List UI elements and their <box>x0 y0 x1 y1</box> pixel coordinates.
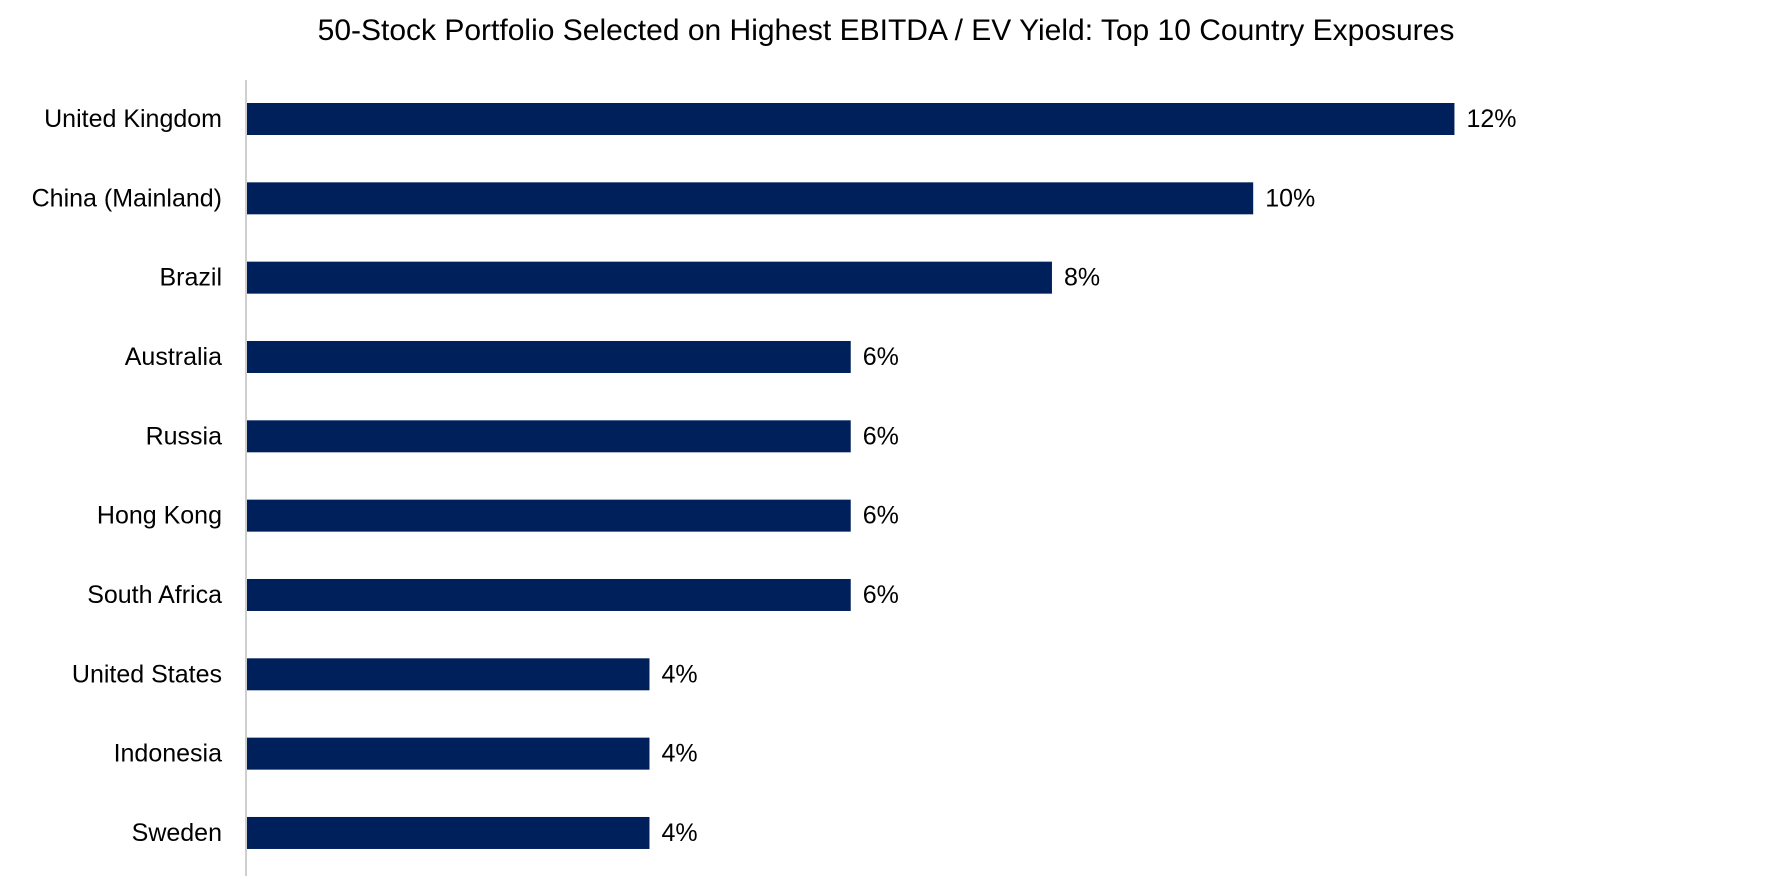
bar <box>247 816 650 849</box>
category-labels-group: United Kingdom China (Mainland) Brazil Aust… <box>32 105 222 847</box>
value-labels-group: 12% 10% 8% 6% 6% 6% 6% 4% 4% 4% <box>661 105 1516 847</box>
category-label: Hong Kong <box>97 502 222 530</box>
bars-group <box>247 103 1455 849</box>
bar <box>247 261 1052 294</box>
category-label: Australia <box>125 343 222 371</box>
bar <box>247 578 851 611</box>
category-label: Russia <box>146 422 223 450</box>
value-label: 6% <box>863 581 899 609</box>
value-label: 12% <box>1466 105 1516 133</box>
value-label: 10% <box>1265 184 1315 212</box>
value-label: 8% <box>1064 264 1100 292</box>
value-label: 4% <box>661 740 697 768</box>
bar <box>247 499 851 532</box>
bar <box>247 340 851 373</box>
category-label: Brazil <box>159 264 222 292</box>
chart-title: 50-Stock Portfolio Selected on Highest E… <box>317 14 1455 47</box>
bar <box>247 737 650 770</box>
bar <box>247 658 650 691</box>
bar <box>247 182 1254 215</box>
bar <box>247 103 1455 135</box>
value-label: 6% <box>863 502 899 530</box>
value-label: 6% <box>863 422 899 450</box>
value-label: 4% <box>661 819 697 847</box>
bar <box>247 420 851 453</box>
category-label: China (Mainland) <box>32 184 222 212</box>
category-label: Sweden <box>132 819 222 847</box>
category-label: United States <box>72 660 222 688</box>
category-label: Indonesia <box>114 740 223 768</box>
category-label: United Kingdom <box>44 105 222 133</box>
category-label: South Africa <box>87 581 222 609</box>
value-label: 4% <box>661 660 697 688</box>
value-label: 6% <box>863 343 899 371</box>
